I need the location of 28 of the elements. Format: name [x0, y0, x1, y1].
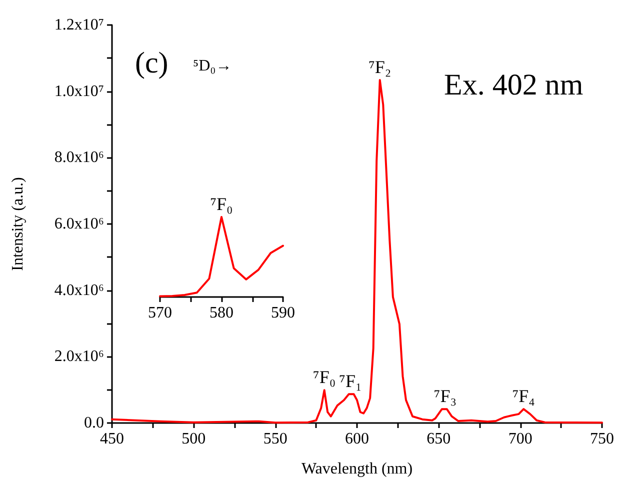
annotation: (c) [135, 46, 168, 80]
x-tick-label: 750 [590, 430, 614, 448]
x-tick-label: 450 [100, 430, 124, 448]
y-axis-title: Intensity (a.u.) [10, 177, 26, 271]
x-tick-label: 570 [148, 304, 172, 322]
annotation: ⁵D₀→ [193, 58, 232, 74]
x-tick-label: 500 [182, 430, 206, 448]
x-tick-label: 550 [263, 430, 288, 448]
y-tick-label: 8.0x10⁶ [54, 149, 104, 166]
x-tick-label: 700 [508, 430, 532, 448]
y-tick-label: 1.2x10⁷ [54, 16, 104, 34]
y-tick-label: 4.0x10⁶ [54, 282, 104, 299]
x-tick-label: 650 [426, 430, 451, 448]
y-tick-label: 6.0x10⁶ [54, 216, 104, 232]
y-tick-label: 2.0x10⁶ [54, 348, 104, 366]
annotation: ⁷F₀ [313, 367, 336, 388]
y-tick-label: 1.0x10⁷ [54, 82, 104, 100]
y-tick-label: 0.0 [84, 414, 104, 432]
annotation: ⁷F₂ [368, 57, 392, 78]
x-tick-label: 580 [210, 304, 234, 322]
annotation: ⁷F₃ [434, 386, 456, 406]
annotation: Ex. 402 nm [444, 68, 584, 102]
annotation: ⁷F₄ [512, 386, 535, 406]
x-axis-title: Wavelength (nm) [301, 460, 413, 478]
x-tick-label: 600 [345, 430, 369, 448]
annotation: ⁷F₁ [339, 371, 362, 392]
x-tick-label: 590 [271, 304, 295, 322]
annotation: ⁷F₀ [210, 194, 233, 214]
